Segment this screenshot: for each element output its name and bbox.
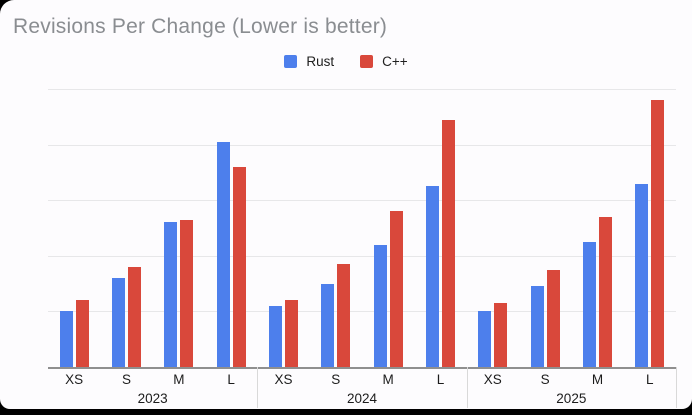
year-group-2025: [467, 89, 676, 367]
legend-item-c: C++: [360, 54, 408, 69]
gridline: [48, 311, 676, 313]
bar-rust-2023-s: [111, 278, 125, 367]
bar-rust-2024-m: [373, 244, 387, 367]
chart-title: Revisions Per Change (Lower is better): [13, 15, 388, 38]
x-tick-label-2025-m: M: [591, 372, 604, 387]
x-tick-label-2025-xs: XS: [483, 372, 502, 387]
legend: Rust C++: [0, 54, 692, 69]
x-tick-label-2024-s: S: [331, 372, 341, 387]
legend-label: Rust: [306, 54, 335, 69]
x-axis-tick-labels: XS S M L XS S M L XS S M L: [48, 372, 676, 387]
category-cell-2024-l: [414, 89, 466, 367]
x-tick-label-2023-m: M: [173, 372, 185, 387]
bar-cpp-2024-xs: [284, 300, 298, 367]
year-label-2024: 2024: [346, 391, 378, 406]
legend-item-rust: Rust: [284, 54, 334, 69]
bar-cpp-2024-s: [337, 264, 351, 367]
x-tick-label-2025-s: S: [540, 372, 550, 387]
category-cell-2025-m: [571, 89, 623, 367]
category-cell-2023-l: [205, 89, 257, 367]
bar-rust-2024-l: [425, 186, 439, 367]
bar-cpp-2023-xs: [75, 300, 89, 367]
category-cell-2025-xs: [467, 89, 519, 367]
category-cell-2023-xs: [48, 89, 100, 367]
category-cell-2025-s: [519, 89, 571, 367]
bar-rust-2023-m: [164, 222, 178, 367]
legend-label: C++: [382, 54, 408, 69]
category-cell-2024-m: [362, 89, 414, 367]
x-tick-label-2024-xs: XS: [274, 372, 293, 387]
year-group-2024: [257, 89, 466, 367]
plot-area: [48, 89, 676, 369]
bar-cpp-2023-l: [232, 166, 246, 367]
bar-rust-2023-l: [216, 141, 230, 367]
category-cell-2024-s: [310, 89, 362, 367]
category-cell-2024-xs: [257, 89, 309, 367]
year-separator: [676, 367, 677, 408]
year-group-2023: [48, 89, 257, 367]
category-cell-2025-l: [624, 89, 676, 367]
bar-rust-2023-xs: [59, 311, 73, 367]
x-tick-label-2024-l: L: [436, 372, 445, 387]
legend-swatch-icon: [284, 55, 298, 68]
bar-rust-2025-m: [582, 241, 596, 367]
bar-cpp-2025-xs: [494, 303, 508, 367]
category-cell-2023-m: [153, 89, 205, 367]
gridline: [48, 255, 676, 257]
bar-rust-2025-xs: [478, 311, 492, 367]
bar-cpp-2025-m: [598, 216, 612, 367]
year-label-2025: 2025: [556, 391, 587, 406]
legend-swatch-icon: [360, 55, 374, 68]
bar-cpp-2023-m: [180, 219, 194, 367]
x-axis-year-labels: 2023 2024 2025: [48, 391, 676, 406]
gridline: [48, 89, 676, 90]
x-tick-label-2024-m: M: [382, 372, 394, 387]
x-tick-label-2023-l: L: [227, 372, 235, 387]
bar-cpp-2025-s: [546, 269, 560, 367]
bar-cpp-2024-m: [389, 211, 403, 367]
x-tick-label-2023-s: S: [121, 372, 131, 387]
gridline: [48, 144, 676, 146]
bar-cpp-2024-l: [441, 119, 455, 367]
bar-cpp-2025-l: [651, 100, 665, 367]
bar-rust-2024-s: [321, 283, 335, 367]
bar-rust-2024-xs: [268, 305, 282, 367]
gridline: [48, 200, 676, 202]
year-label-2023: 2023: [137, 391, 168, 406]
category-cell-2023-s: [100, 89, 152, 367]
bar-rust-2025-s: [530, 286, 544, 367]
x-tick-label-2025-l: L: [646, 372, 654, 387]
bar-rust-2025-l: [635, 183, 649, 367]
bars-layer: [48, 89, 676, 367]
x-tick-label-2023-xs: XS: [65, 372, 84, 387]
bar-cpp-2023-s: [127, 266, 141, 367]
